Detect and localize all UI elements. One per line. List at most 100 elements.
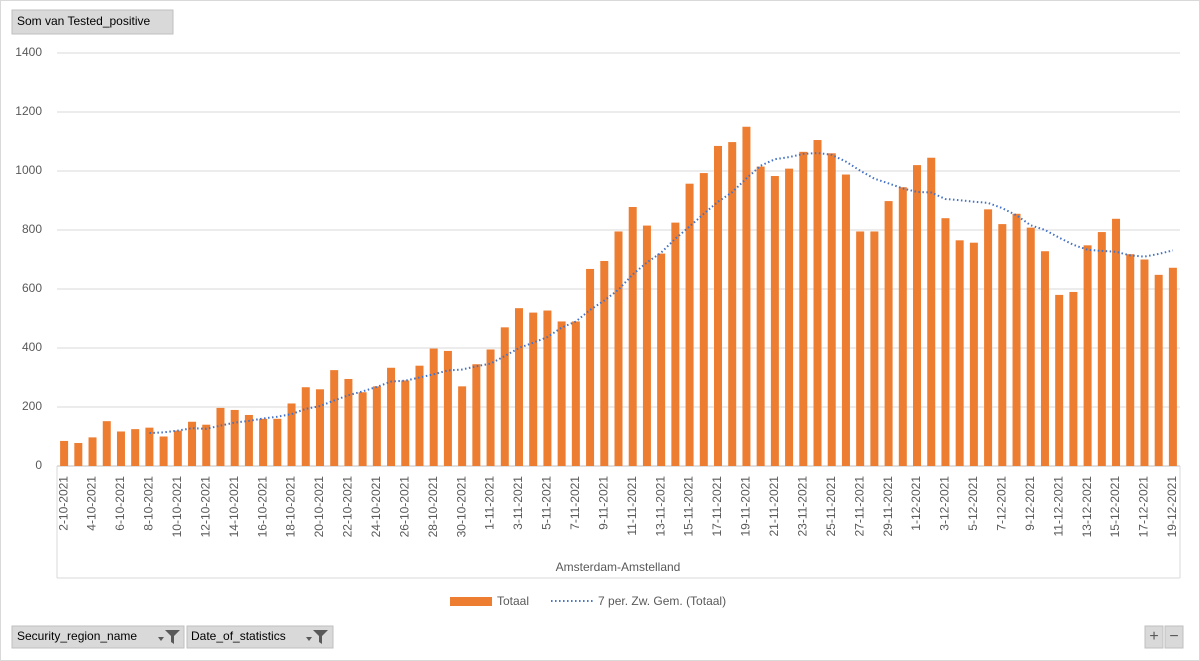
x-tick-label: 8-10-2021 [142,476,156,531]
bar [500,327,509,466]
dropdown-arrow [158,637,164,641]
bar [287,403,296,466]
x-tick-label: 23-11-2021 [795,476,809,537]
bar [401,380,410,466]
x-tick-label: 19-12-2021 [1165,476,1179,538]
bar [1026,227,1035,466]
bar [1168,267,1177,466]
dropdown-arrow [306,637,312,641]
filter-button-label: Date_of_statistics [191,629,286,643]
x-tick-label: 19-11-2021 [739,476,753,537]
bar [1055,294,1064,466]
filter-icon [313,630,328,644]
x-tick-label: 29-11-2021 [881,476,895,537]
bar [742,126,751,466]
filter-button[interactable]: Security_region_name [11,625,185,649]
y-tick-label: 1200 [15,104,42,118]
bar [898,187,907,466]
x-tick-label: 13-11-2021 [653,476,667,537]
filter-button[interactable]: Date_of_statistics [186,625,334,649]
bar [387,367,396,466]
x-tick-label: 20-10-2021 [312,476,326,538]
zoom-button-label: − [1169,628,1178,645]
bar [1069,291,1078,466]
bar [614,231,623,466]
bar [88,437,97,466]
y-tick-label: 1400 [15,45,42,59]
bar [159,436,168,466]
x-tick-label: 2-10-2021 [56,476,70,531]
bar [514,308,523,466]
bar [770,176,779,466]
bar [458,386,467,466]
bar [216,407,225,466]
x-tick-label: 14-10-2021 [227,476,241,538]
x-tick-label: 9-11-2021 [596,476,610,530]
bar [273,418,282,466]
x-tick-label: 15-12-2021 [1108,476,1122,538]
zoom-out-button[interactable]: − [1164,625,1184,649]
bar [984,209,993,466]
group-label: Amsterdam-Amstelland [556,560,681,574]
bar [1097,232,1106,466]
field-button[interactable]: Som van Tested_positive [11,9,174,35]
y-tick-label: 800 [22,222,42,236]
bar [1154,274,1163,466]
y-tick-label: 0 [35,458,42,472]
x-tick-label: 11-12-2021 [1051,476,1065,537]
zoom-button-bg [1164,625,1184,649]
bar [344,378,353,466]
bar [131,429,140,466]
x-tick-label: 21-11-2021 [767,476,781,537]
bar [586,268,595,466]
x-tick-label: 5-12-2021 [966,476,980,531]
bar [202,424,211,466]
bar [813,140,822,466]
bar [955,240,964,466]
bar [699,173,708,466]
zoom-in-button[interactable]: + [1144,625,1164,649]
x-tick-label: 18-10-2021 [284,476,298,538]
bar [315,389,324,466]
filter-icon [165,630,180,644]
bar [429,348,438,466]
x-tick-label: 15-11-2021 [682,476,696,537]
bar [330,370,339,466]
bar [799,151,808,466]
bar [486,349,495,466]
moving-average-line [149,151,1174,434]
x-tick-label: 25-11-2021 [824,476,838,537]
bar [529,312,538,466]
y-tick-label: 200 [22,399,42,413]
bar [841,174,850,467]
x-tick-label: 22-10-2021 [341,476,355,538]
bar [927,157,936,466]
bar [1040,251,1049,466]
bar [145,427,154,466]
bar [1083,245,1092,466]
filter-button-bg [11,625,185,649]
filter-button-label: Security_region_name [17,629,137,643]
x-tick-label: 16-10-2021 [255,476,269,538]
x-tick-label: 13-12-2021 [1080,476,1094,538]
x-tick-label: 9-12-2021 [1023,476,1037,531]
zoom-button-label: + [1149,628,1158,645]
bar [102,421,111,466]
x-tick-label: 1-11-2021 [483,476,497,530]
bar [1012,213,1021,466]
bar [472,364,481,466]
bar [557,321,566,466]
legend-label: Totaal [497,594,529,608]
x-tick-label: 6-10-2021 [113,476,127,531]
filter-button-bg [186,625,334,649]
bar [358,392,367,466]
bar [230,409,239,466]
bar [998,224,1007,466]
bar [60,440,69,466]
legend-swatch [450,597,492,606]
bar [301,387,310,466]
x-tick-label: 17-11-2021 [710,476,724,537]
bar [685,183,694,466]
bar [372,386,381,466]
bar [443,350,452,466]
